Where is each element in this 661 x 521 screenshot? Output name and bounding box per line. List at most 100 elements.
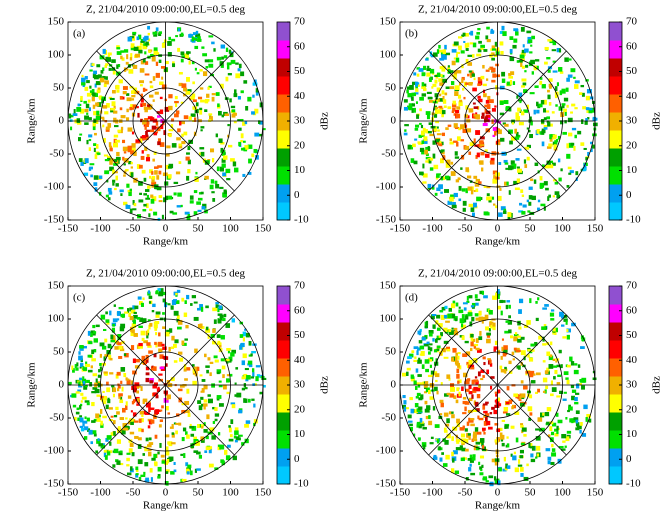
echo-cell — [488, 67, 491, 71]
echo-cell — [215, 183, 220, 189]
echo-cell — [149, 380, 154, 384]
echo-cell — [145, 412, 150, 415]
echo-cell — [94, 187, 98, 192]
echo-cell — [153, 353, 157, 358]
colorbar-tick-label: 40 — [294, 354, 306, 366]
echo-cell — [110, 334, 114, 340]
echo-cell — [82, 366, 85, 371]
echo-cell — [428, 122, 433, 125]
colorbar-tick-label: 10 — [626, 164, 638, 176]
echo-cell — [145, 41, 149, 46]
echo-cell — [460, 124, 465, 130]
echo-cell — [120, 323, 126, 329]
echo-cell — [506, 300, 511, 303]
echo-cell — [456, 70, 462, 74]
echo-cell — [105, 311, 108, 315]
echo-cell — [235, 62, 239, 65]
echo-cell — [567, 117, 573, 123]
echo-cell — [582, 106, 587, 110]
echo-cell — [132, 33, 136, 36]
echo-cell — [112, 179, 116, 183]
echo-cell — [466, 432, 469, 438]
echo-cell — [100, 408, 103, 414]
colorbar-tick-label: 0 — [294, 453, 300, 465]
echo-cell — [519, 449, 524, 454]
echo-cell — [184, 338, 188, 341]
echo-cell — [141, 150, 144, 154]
echo-cell — [211, 340, 217, 345]
y-axis-label: Range/km — [358, 362, 370, 408]
echo-cell — [176, 300, 180, 303]
echo-cell — [457, 352, 461, 355]
echo-cell — [158, 424, 162, 428]
echo-cell — [253, 148, 258, 153]
echo-cell — [139, 411, 144, 415]
echo-cell — [440, 315, 445, 320]
echo-cell — [84, 108, 89, 113]
y-tick-label: 0 — [59, 115, 65, 127]
echo-cell — [529, 446, 534, 449]
echo-cell — [488, 328, 491, 332]
echo-cell — [508, 329, 512, 334]
echo-cell — [514, 128, 517, 134]
echo-cell — [89, 69, 93, 72]
azimuth-spoke — [165, 314, 235, 386]
echo-cell — [472, 87, 477, 92]
echo-cell — [465, 315, 469, 320]
echo-cell — [109, 310, 112, 316]
echo-cell — [133, 314, 138, 319]
colorbar-tick-label: 0 — [626, 189, 632, 201]
echo-cell — [460, 325, 464, 329]
echo-cell — [262, 128, 266, 131]
echo-cell — [247, 144, 253, 149]
echo-cell — [104, 170, 110, 175]
echo-cell — [508, 76, 514, 79]
echo-cell — [107, 52, 111, 57]
y-tick-label: -100 — [44, 445, 65, 457]
echo-cell — [174, 95, 178, 100]
echo-cell — [145, 377, 150, 383]
echo-cell — [221, 114, 224, 118]
echo-cell — [413, 160, 418, 165]
echo-cell — [90, 365, 93, 369]
echo-cell — [466, 361, 469, 366]
echo-cell — [151, 176, 156, 180]
colorbar-tick-label: 70 — [626, 280, 638, 292]
echo-cell — [223, 155, 228, 160]
echo-cell — [481, 442, 484, 447]
echo-cell — [166, 145, 171, 149]
echo-cell — [226, 374, 230, 377]
echo-cell — [421, 337, 426, 341]
echo-cell — [528, 394, 533, 399]
echo-cell — [197, 400, 202, 404]
echo-cell — [463, 438, 469, 444]
echo-cell — [114, 171, 118, 174]
echo-cell — [554, 95, 558, 99]
echo-cell — [262, 384, 266, 388]
echo-cell — [178, 71, 183, 75]
echo-cell — [407, 93, 413, 98]
echo-cell — [455, 179, 460, 183]
colorbar-swatch — [609, 184, 622, 203]
echo-cell — [240, 71, 245, 77]
echo-cell — [491, 458, 495, 463]
echo-cell — [508, 401, 513, 404]
echo-cell — [107, 155, 112, 158]
echo-cell — [550, 380, 554, 386]
echo-cell — [140, 118, 143, 123]
echo-cell — [451, 103, 457, 108]
echo-cell — [423, 444, 426, 450]
echo-cell — [109, 166, 114, 172]
echo-cell — [477, 80, 483, 86]
echo-cell — [132, 387, 137, 393]
echo-cell — [456, 51, 461, 55]
echo-cell — [439, 107, 444, 110]
echo-cell — [171, 424, 174, 428]
echo-cell — [421, 140, 425, 145]
echo-cell — [136, 164, 141, 169]
echo-cell — [220, 83, 224, 89]
echo-cell — [502, 31, 507, 37]
echo-cell — [216, 334, 221, 338]
echo-cell — [156, 111, 160, 114]
echo-cell — [181, 409, 186, 414]
